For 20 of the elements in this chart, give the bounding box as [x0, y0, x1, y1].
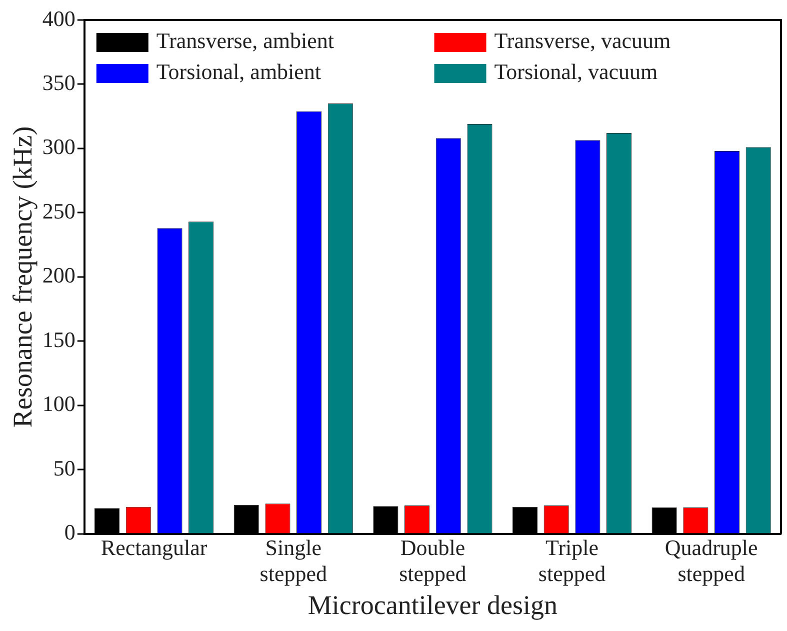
x-tick-label: Quadruple stepped: [664, 534, 758, 586]
x-tick-label: Rectangular: [100, 534, 208, 560]
legend-label: Transverse, ambient: [156, 28, 334, 53]
y-tick-label: 250: [42, 198, 76, 224]
legend-label: Torsional, ambient: [156, 58, 322, 84]
y-tick-label: 150: [42, 326, 76, 352]
y-tick-label: 400: [42, 6, 76, 31]
y-tick-label: 100: [42, 391, 76, 416]
x-tick-label: Single stepped: [260, 534, 327, 586]
legend-label: Transverse, vacuum: [494, 28, 671, 53]
y-tick-label: 50: [53, 455, 76, 480]
y-axis-title: Resonance frequency (kHz): [7, 126, 38, 428]
y-tick-label: 0: [64, 520, 76, 545]
y-tick-label: 200: [42, 262, 76, 288]
x-axis-title: Microcantilever design: [308, 590, 558, 620]
y-tick-label: 300: [42, 134, 76, 160]
x-tick-label: Triple stepped: [538, 534, 606, 586]
x-tick-label: Double stepped: [399, 534, 466, 586]
y-tick-label: 350: [42, 70, 76, 96]
legend-label: Torsional, vacuum: [494, 58, 658, 84]
